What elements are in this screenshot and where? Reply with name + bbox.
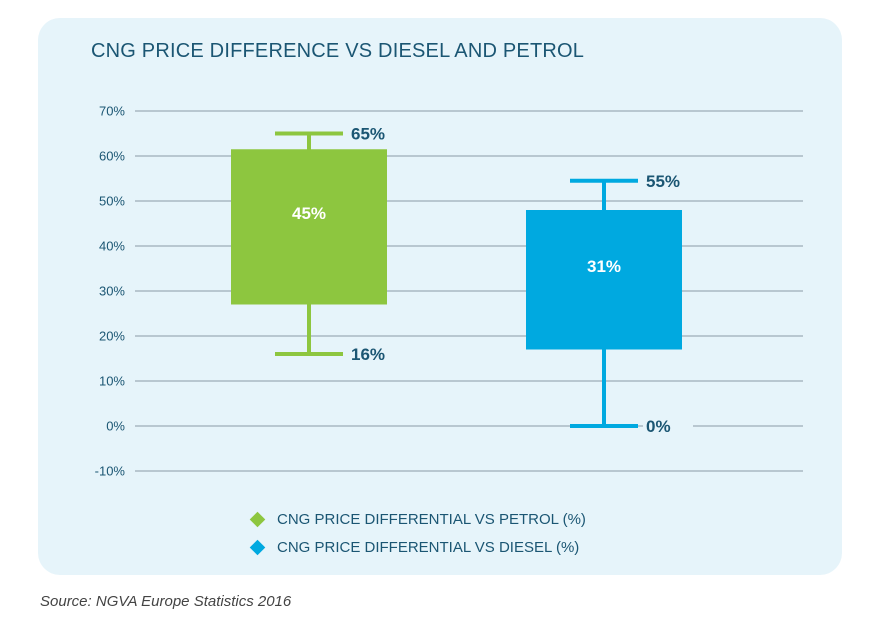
min-label: 16% [351,345,385,364]
y-tick-label: 70% [99,104,125,119]
y-tick-label: 50% [99,194,125,209]
legend-swatch-diesel [249,539,266,555]
y-tick-label: 0% [106,419,125,434]
source-note: Source: NGVA Europe Statistics 2016 [40,593,292,610]
label-bg [643,416,693,436]
y-tick-label: -10% [95,464,126,479]
box [231,149,387,305]
y-tick-label: 10% [99,374,125,389]
legend-label-petrol: CNG PRICE DIFFERENTIAL VS PETROL (%) [277,510,586,528]
box-center-label: 45% [292,204,326,223]
min-label: 0% [646,417,671,436]
y-tick-label: 40% [99,239,125,254]
legend-swatch-petrol [249,511,266,527]
max-label: 55% [646,172,680,191]
box-center-label: 31% [587,257,621,276]
y-tick-label: 20% [99,329,125,344]
chart-title: CNG PRICE DIFFERENCE VS DIESEL AND PETRO… [91,40,585,62]
label-bg [348,123,398,144]
legend: CNG PRICE DIFFERENTIAL VS PETROL (%) CNG… [248,505,586,561]
y-tick-label: 60% [99,149,125,164]
y-tick-label: 30% [99,284,125,299]
label-bg [643,170,693,191]
legend-item-diesel: CNG PRICE DIFFERENTIAL VS DIESEL (%) [248,533,586,561]
label-bg [348,344,398,364]
box [526,210,682,350]
max-label: 65% [351,125,385,144]
legend-item-petrol: CNG PRICE DIFFERENTIAL VS PETROL (%) [248,505,586,533]
legend-label-diesel: CNG PRICE DIFFERENTIAL VS DIESEL (%) [277,538,580,556]
